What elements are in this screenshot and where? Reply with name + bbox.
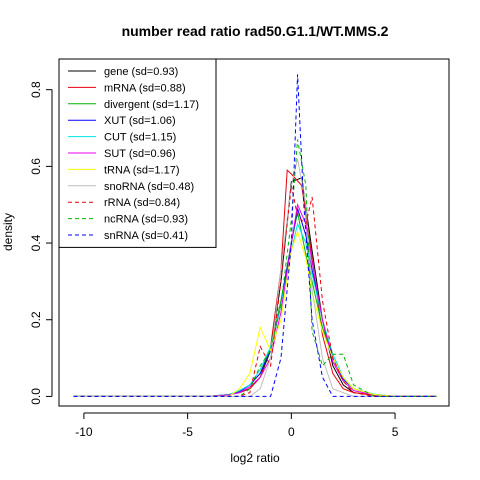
y-axis: 0.0 0.2 0.4 0.6 0.8 xyxy=(29,81,53,405)
series-line-8 xyxy=(73,185,437,397)
plot-lines xyxy=(73,74,437,397)
y-tick-label: 0.8 xyxy=(29,81,43,98)
y-tick-label: 0.6 xyxy=(29,158,43,175)
x-axis: -10 -5 0 5 xyxy=(75,412,399,439)
legend-label: tRNA (sd=1.17) xyxy=(104,164,180,176)
legend-label: mRNA (sd=0.88) xyxy=(104,82,186,94)
legend: gene (sd=0.93) mRNA (sd=0.88) divergent (s… xyxy=(58,58,217,248)
legend-label: gene (sd=0.93) xyxy=(104,66,178,78)
y-tick-label: 0.0 xyxy=(29,388,43,405)
legend-label: snoRNA (sd=0.48) xyxy=(104,181,194,193)
legend-label: snRNA (sd=0.41) xyxy=(104,230,188,242)
legend-label: ncRNA (sd=0.93) xyxy=(104,214,188,226)
chart-title: number read ratio rad50.G1.1/WT.MMS.2 xyxy=(122,23,389,39)
x-tick-label: -5 xyxy=(182,425,193,439)
legend-label: SUT (sd=0.96) xyxy=(104,148,176,160)
legend-label: CUT (sd=1.15) xyxy=(104,132,176,144)
legend-label: rRNA (sd=0.84) xyxy=(104,197,180,209)
x-tick-label: 0 xyxy=(288,425,295,439)
series-line-6 xyxy=(73,229,437,397)
y-tick-label: 0.4 xyxy=(29,234,43,251)
legend-label: divergent (sd=1.17) xyxy=(104,99,199,111)
x-axis-label: log2 ratio xyxy=(230,451,280,465)
y-tick-label: 0.2 xyxy=(29,311,43,328)
y-axis-label: density xyxy=(1,213,15,251)
series-line-5 xyxy=(73,202,437,397)
x-tick-label: 5 xyxy=(392,425,399,439)
series-line-10 xyxy=(73,74,437,397)
legend-label: XUT (sd=1.06) xyxy=(104,115,176,127)
x-tick-label: -10 xyxy=(75,425,93,439)
